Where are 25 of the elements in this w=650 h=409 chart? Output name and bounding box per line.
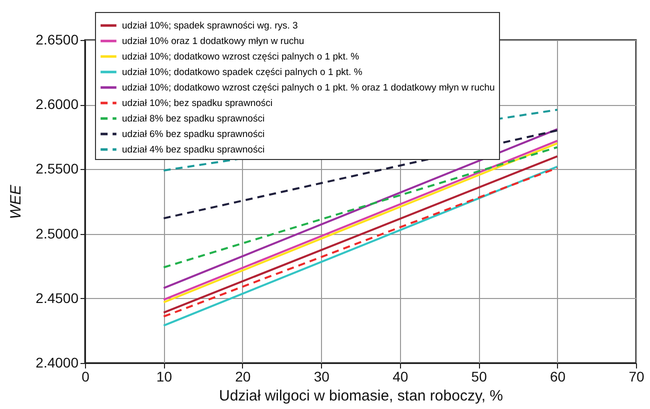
legend-label: udział 10%; dodatkowo wzrost części palnych o 1 pkt. % (122, 52, 360, 62)
y-tick-label: 2.6500 (36, 32, 79, 48)
x-tick-label: 50 (471, 368, 488, 384)
x-tick-label: 40 (392, 368, 408, 384)
x-tick-label: 70 (628, 368, 644, 384)
x-tick-label: 0 (82, 368, 90, 384)
legend-label: udział 10%; dodatkowo spadek części palnych o 1 pkt. % (122, 67, 363, 78)
legend-label: udział 10%; spadek sprawności wg. rys. 3 (122, 20, 298, 32)
y-tick-label: 2.4000 (36, 354, 79, 370)
legend-label: udział 10%; dodatkowo wzrost części palnych o 1 pkt. % oraz 1 dodatkowy młyn w ruchu (122, 82, 495, 94)
x-tick-label: 10 (156, 368, 172, 384)
legend-label: udział 6% bez spadku sprawności (122, 129, 265, 140)
y-tick-label: 2.6000 (36, 96, 79, 112)
y-tick-label: 2.5000 (36, 225, 79, 242)
x-tick-label: 60 (550, 368, 566, 384)
y-tick-label: 2.5500 (36, 160, 79, 177)
y-axis-title: WEE (8, 184, 25, 220)
x-tick-label: 30 (314, 368, 330, 384)
legend-label: udział 10% oraz 1 dodatkowy młyn w ruchu (122, 36, 304, 47)
y-tick-label: 2.4500 (36, 290, 79, 306)
x-tick-label: 20 (235, 368, 251, 384)
legend-label: udział 4% bez spadku sprawności (122, 144, 265, 156)
x-axis-title: Udział wilgoci w biomasie, stan roboczy, % (219, 388, 503, 404)
legend-label: udział 8% bez spadku sprawności (122, 114, 265, 124)
legend-label: udział 10%; bez spadku sprawności (122, 98, 273, 109)
